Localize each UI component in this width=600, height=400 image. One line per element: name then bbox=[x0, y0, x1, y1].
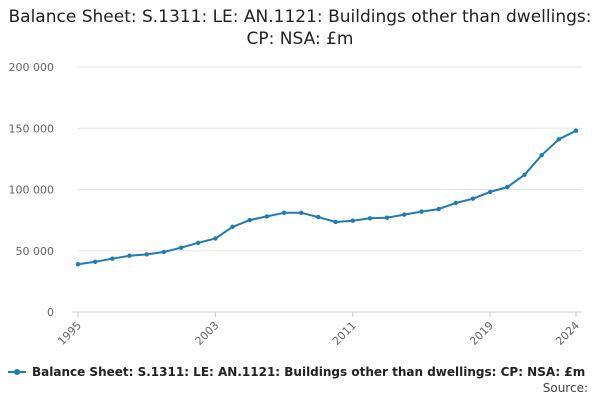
y-axis-ticks: 0 50 000 100 000 150 000 200 000 bbox=[9, 61, 55, 319]
legend-swatch bbox=[8, 369, 26, 375]
data-point[interactable] bbox=[436, 206, 441, 212]
data-point[interactable] bbox=[505, 184, 510, 190]
data-point[interactable] bbox=[75, 262, 81, 267]
x-tick-label: 2011 bbox=[330, 319, 359, 348]
data-point[interactable] bbox=[213, 236, 218, 241]
y-tick-label: 100 000 bbox=[9, 184, 55, 197]
data-point[interactable] bbox=[92, 259, 98, 264]
series-group bbox=[75, 128, 579, 267]
data-point[interactable] bbox=[144, 252, 149, 257]
source-label: Source: bbox=[542, 381, 588, 395]
y-tick-label: 50 000 bbox=[16, 245, 55, 258]
data-point[interactable] bbox=[522, 172, 527, 177]
data-point[interactable] bbox=[264, 214, 270, 219]
x-tick-label: 2003 bbox=[193, 319, 222, 348]
data-point[interactable] bbox=[487, 189, 493, 195]
data-point[interactable] bbox=[384, 215, 390, 220]
legend-label: Balance Sheet: S.1311: LE: AN.1121: Buil… bbox=[32, 365, 586, 379]
series-line bbox=[77, 129, 577, 266]
y-tick-label: 0 bbox=[47, 306, 54, 319]
x-axis-ticks: 1995 2003 2011 2019 2024 bbox=[55, 312, 582, 348]
x-tick-label: 2024 bbox=[553, 319, 582, 348]
data-point[interactable] bbox=[402, 212, 407, 217]
data-point[interactable] bbox=[453, 200, 458, 206]
data-point[interactable] bbox=[161, 249, 167, 255]
chart-title: Balance Sheet: S.1311: LE: AN.1121: Buil… bbox=[8, 7, 592, 49]
data-point[interactable] bbox=[333, 219, 338, 225]
data-point[interactable] bbox=[316, 214, 321, 220]
gridlines bbox=[78, 66, 582, 252]
data-point[interactable] bbox=[539, 153, 544, 158]
data-point[interactable] bbox=[281, 210, 287, 215]
data-point[interactable] bbox=[299, 210, 304, 215]
data-point[interactable] bbox=[230, 224, 235, 230]
y-tick-label: 150 000 bbox=[9, 122, 55, 135]
y-tick-label: 200 000 bbox=[9, 61, 55, 74]
data-point[interactable] bbox=[573, 128, 579, 133]
data-point[interactable] bbox=[470, 196, 476, 201]
data-point[interactable] bbox=[419, 209, 424, 214]
data-point[interactable] bbox=[556, 137, 562, 142]
data-point[interactable] bbox=[110, 256, 115, 261]
data-point[interactable] bbox=[367, 216, 373, 221]
x-tick-label: 2019 bbox=[467, 319, 496, 348]
legend[interactable]: Balance Sheet: S.1311: LE: AN.1121: Buil… bbox=[8, 365, 585, 379]
data-point[interactable] bbox=[247, 217, 252, 223]
data-point[interactable] bbox=[127, 253, 132, 258]
data-point[interactable] bbox=[178, 245, 184, 250]
data-point[interactable] bbox=[196, 240, 201, 245]
data-point[interactable] bbox=[350, 218, 355, 223]
x-tick-label: 1995 bbox=[55, 319, 84, 348]
